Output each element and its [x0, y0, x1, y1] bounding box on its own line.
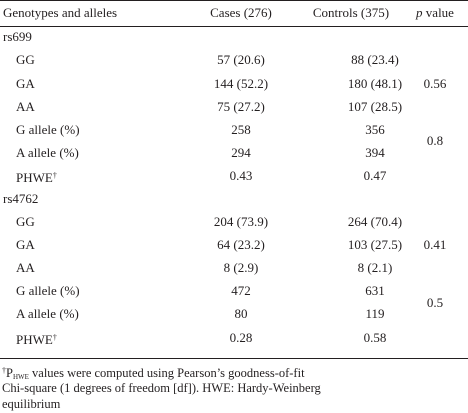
controls-value: 107 (28.5) [347, 99, 403, 114]
row-label: PHWE† [16, 168, 57, 186]
footnote-hwe-sub: HWE [12, 373, 29, 381]
header-p-rest: value [422, 5, 454, 20]
cases-value: 472 [231, 283, 251, 298]
controls-value: 103 (27.5) [347, 237, 403, 252]
cases-value: 294 [231, 145, 251, 160]
controls-value: 394 [365, 145, 385, 160]
p-value: 0.8 [426, 133, 444, 148]
dagger-mark: † [52, 171, 57, 180]
phwe-label: PHWE [16, 332, 53, 347]
cases-value: 75 (27.2) [217, 99, 265, 114]
footnote-p: P [6, 366, 13, 380]
controls-value: 8 (2.1) [357, 260, 393, 275]
footnote-line1-text: values were computed using Pearson’s goo… [28, 366, 305, 380]
footnote-line-3: equilibrium [2, 397, 61, 411]
cases-value: 204 (73.9) [213, 214, 269, 229]
row-label: AA [16, 99, 35, 114]
footnote-line-1: †PHWE values were computed using Pearson… [2, 362, 468, 386]
controls-value: 180 (48.1) [347, 76, 403, 91]
p-value: 0.41 [423, 237, 447, 252]
row-label: GG [16, 214, 35, 229]
cases-value: 144 (52.2) [213, 76, 269, 91]
cases-value: 0.28 [229, 330, 253, 345]
group-label-rs699: rs699 [3, 29, 32, 44]
cases-value: 80 [234, 306, 248, 321]
header-p-italic: p [416, 5, 423, 20]
footnote-line-2: Chi-square (1 degrees of freedom [df]). … [2, 381, 321, 395]
row-label: GA [16, 237, 35, 252]
header-rule [0, 26, 468, 27]
controls-value: 0.47 [363, 168, 387, 183]
row-label: A allele (%) [16, 145, 79, 160]
row-label: AA [16, 260, 35, 275]
cases-value: 8 (2.9) [223, 260, 259, 275]
p-value: 0.5 [426, 295, 444, 310]
row-label: PHWE† [16, 330, 57, 348]
p-value: 0.56 [423, 76, 447, 91]
bottom-rule [0, 358, 468, 359]
top-rule [0, 0, 468, 1]
controls-value: 0.58 [363, 330, 387, 345]
controls-value: 356 [365, 122, 385, 137]
row-label: GG [16, 52, 35, 67]
row-label: G allele (%) [16, 122, 80, 137]
cases-value: 258 [231, 122, 251, 137]
phwe-label: PHWE [16, 170, 53, 185]
cases-value: 0.43 [229, 168, 253, 183]
dagger-mark: † [52, 333, 57, 342]
row-label: G allele (%) [16, 283, 80, 298]
controls-value: 119 [365, 306, 385, 321]
group-label-rs4762: rs4762 [3, 191, 39, 206]
cases-value: 64 (23.2) [217, 237, 265, 252]
controls-value: 631 [365, 283, 385, 298]
header-cases: Cases (276) [210, 5, 272, 20]
header-controls: Controls (375) [312, 5, 390, 20]
footnote-dagger: † [2, 366, 6, 375]
header-p-value: p value [402, 5, 468, 21]
row-label: A allele (%) [16, 306, 79, 321]
controls-value: 88 (23.4) [351, 52, 399, 67]
controls-value: 264 (70.4) [347, 214, 403, 229]
header-genotypes: Genotypes and alleles [3, 5, 118, 20]
row-label: GA [16, 76, 35, 91]
cases-value: 57 (20.6) [217, 52, 265, 67]
